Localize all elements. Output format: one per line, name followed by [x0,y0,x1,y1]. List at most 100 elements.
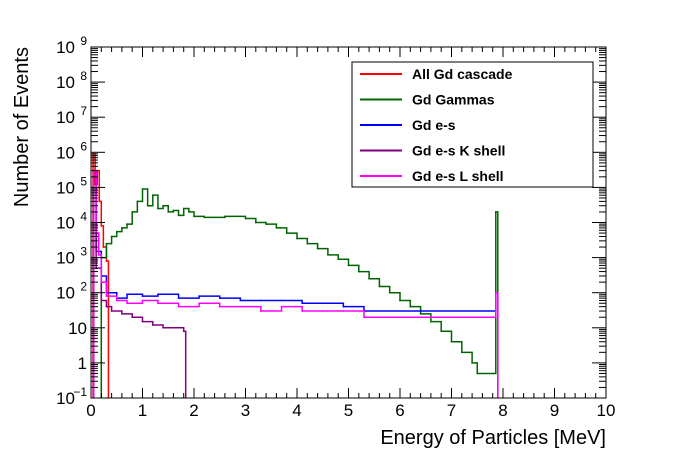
data-point [239,305,242,308]
data-point [260,299,262,302]
y-tick-label: 10 [56,389,75,408]
data-point [100,299,103,302]
data-point [121,227,123,229]
data-point [115,299,118,302]
data-point [218,305,221,308]
data-point [301,310,303,312]
data-point [285,232,288,234]
x-tick-label: 6 [395,401,404,420]
data-point [98,200,101,203]
data-point [162,327,164,329]
data-point [182,330,185,333]
data-point [177,297,180,299]
data-point [409,305,412,308]
y-tick-exponent: 9 [80,34,87,48]
legend-label: Gd e-s L shell [412,168,504,184]
y-tick-exponent: 6 [80,139,87,153]
data-point [280,305,283,308]
data-point [141,295,144,297]
data-point [275,227,278,229]
data-point [255,221,257,224]
data-point [97,254,100,256]
data-point [494,211,497,213]
data-point [105,305,108,308]
legend: All Gd cascade Gd Gammas Gd e-s Gd e-s K sh… [351,61,594,188]
data-point [203,216,206,219]
data-point [239,299,242,302]
series-line-gd-e-s-k-shell [92,176,187,398]
data-point [198,302,200,305]
y-tick-exponent: 3 [80,245,87,259]
data-point [126,223,128,225]
data-point [450,340,453,343]
data-point [347,264,350,267]
data-point [131,316,133,319]
x-tick-label: 7 [447,401,456,420]
y-tick-exponent: 5 [80,174,87,188]
data-point [157,207,159,210]
data-point [244,217,247,220]
legend-label: All Gd cascade [412,66,513,82]
y-tick-exponent: 4 [80,210,87,224]
series-line-gd-e-s-l-shell [92,169,499,398]
x-tick-label: 2 [189,401,198,420]
x-tick-label: 10 [597,401,616,420]
y-tick-label: 10 [56,178,75,197]
y-tick-label: 10 [56,143,75,162]
data-point [146,204,149,207]
data-point [476,372,479,375]
data-point [198,295,200,297]
y-tick-label: 10 [56,108,75,127]
data-point [388,291,391,294]
data-point [494,291,497,294]
data-point [141,188,144,190]
data-point [105,260,108,262]
data-point [342,310,345,312]
data-point [126,302,128,305]
y-axis-ticks [91,46,606,399]
data-point [368,277,370,280]
series-line-gd-e-s [92,169,499,398]
y-tick-label: 10 [56,249,75,268]
data-point [430,320,432,323]
data-point [188,211,190,213]
data-point [419,313,422,315]
data-point [177,305,180,308]
data-point [337,258,340,261]
data-point [342,305,345,308]
y-tick-label: 10 [56,73,75,92]
data-point [363,316,365,319]
data-point [306,242,309,245]
data-point [182,207,185,210]
data-point [172,209,175,212]
legend-label: Gd e-s [412,117,456,133]
data-point [110,310,113,312]
data-point [378,285,381,288]
x-tick-label: 1 [138,401,147,420]
data-point [321,302,324,305]
data-point [136,200,139,203]
y-tick-label: 1 [78,354,87,373]
y-tick-exponent: −1 [73,385,87,399]
data-point [105,295,108,297]
data-point [167,211,170,213]
data-point [152,194,154,196]
y-tick-label: 10 [68,319,87,338]
data-point [115,230,118,233]
data-point [141,320,144,323]
y-tick-exponent: 7 [80,104,87,118]
x-tick-label: 9 [550,401,559,420]
data-point [162,204,164,207]
x-tick-label: 3 [241,401,250,420]
x-tick-label: 8 [498,401,507,420]
data-point [172,327,175,329]
data-point [471,362,473,364]
data-point [121,313,123,315]
data-point [260,310,262,312]
data-point [152,324,154,326]
data-point [224,215,226,218]
data-point [141,299,144,302]
legend-label: Gd e-s K shell [412,143,505,159]
data-point [157,302,159,305]
